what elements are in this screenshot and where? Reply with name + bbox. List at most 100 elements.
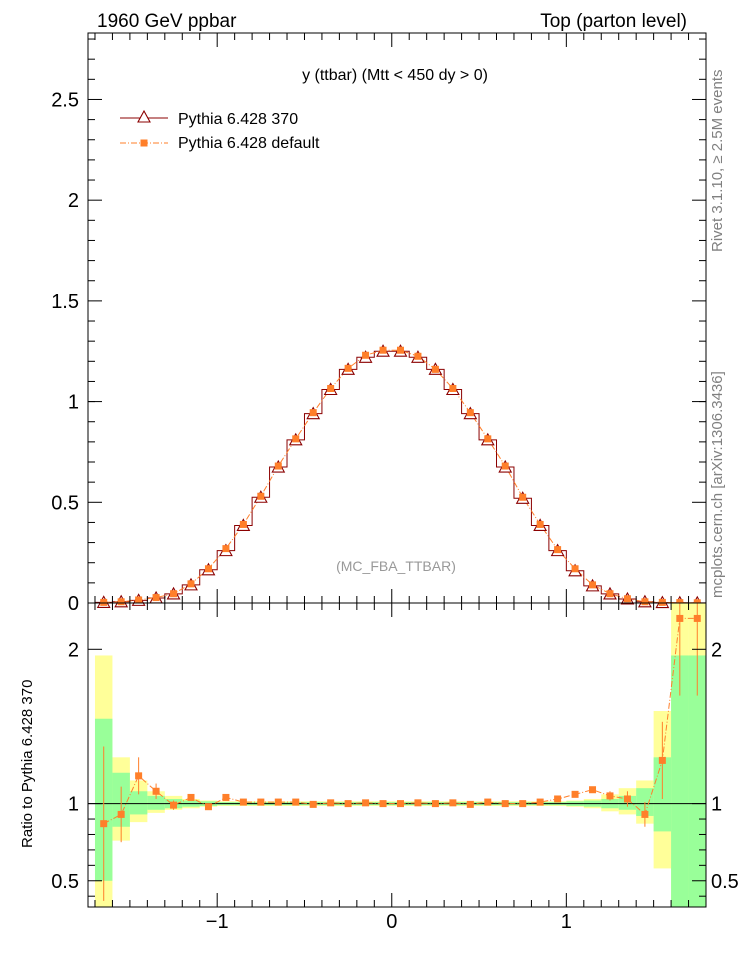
main-panel: 0 0.5 1 1.5 2 2.5 y (ttbar) (Mtt < 450 dy > 0…: [51, 32, 707, 615]
series-default-point: [501, 462, 509, 470]
ratio-frame: [87, 602, 707, 908]
series-default-point: [396, 346, 404, 354]
header-energy: 1960 GeV ppbar: [97, 11, 237, 32]
series-default-point: [239, 520, 247, 528]
ratio-default-point: [170, 801, 178, 809]
legend-label-1: Pythia 6.428 370: [178, 111, 298, 128]
series-default-point: [327, 384, 335, 392]
series-default-point: [257, 492, 265, 500]
ratio-default-point: [204, 803, 212, 811]
legend-label-2: Pythia 6.428 default: [178, 135, 320, 152]
ratio-default-point: [327, 799, 335, 807]
ratio-default-point: [135, 772, 143, 780]
ratio-default-point: [379, 800, 387, 808]
main-ticks: 0 0.5 1 1.5 2 2.5: [51, 33, 706, 615]
ratio-default-point: [152, 787, 160, 795]
header-process: Top (parton level): [540, 11, 687, 32]
ratio-default-point: [292, 798, 300, 806]
main-series-layer: [94, 344, 706, 609]
ratio-default-point: [571, 790, 579, 798]
series-default-point: [519, 493, 527, 501]
rivet-label: Rivet 3.1.10, ≥ 2.5M events: [709, 70, 726, 253]
ratio-default-point: [589, 786, 597, 794]
series-default-point: [554, 546, 562, 554]
series-default-point: [606, 590, 614, 598]
ratio-band-inner: [688, 655, 706, 907]
series-default-point: [135, 596, 143, 604]
series-default-point: [170, 590, 178, 598]
ratio-default-point: [362, 799, 370, 807]
ratio-default-point: [623, 795, 631, 803]
ratio-default-point: [309, 800, 317, 808]
ratio-ytick-label-right: 2: [711, 639, 722, 661]
series-default-point: [274, 462, 282, 470]
series-default-point: [466, 409, 474, 417]
main-title: y (ttbar) (Mtt < 450 dy > 0): [302, 67, 488, 84]
main-ytick-label: 0: [68, 593, 79, 615]
ratio-default-point: [519, 800, 527, 808]
series-default-point: [152, 594, 160, 602]
ratio-panel: 0.5 0.5 1 1 2 2 −1 0 1 Ratio to Pythia 6.428 370: [19, 602, 739, 933]
mcplots-label: mcplots.cern.ch [arXiv:1306.3436]: [709, 371, 726, 598]
series-default-point: [362, 351, 370, 359]
ratio-default-point: [501, 800, 509, 808]
series-default-point: [449, 384, 457, 392]
ratio-default-point: [257, 798, 265, 806]
series-default-point: [117, 598, 125, 606]
main-ytick-label: 1: [68, 392, 79, 414]
ratio-default-point: [222, 793, 230, 801]
ratio-default-point: [606, 792, 614, 800]
series-default-point: [204, 565, 212, 573]
series-default-point: [484, 435, 492, 443]
legend-marker-2: [140, 139, 148, 147]
ratio-ylabel: Ratio to Pythia 6.428 370: [19, 680, 36, 848]
series-default-point: [623, 595, 631, 603]
ratio-band-inner: [671, 655, 689, 907]
ratio-xtick-label: −1: [206, 911, 229, 933]
series-default-point: [100, 598, 108, 606]
series-default-point: [379, 346, 387, 354]
ratio-ytick-label-left: 0.5: [51, 871, 79, 893]
series-default-point: [222, 545, 230, 553]
series-default-point: [292, 435, 300, 443]
ratio-default-point: [536, 798, 544, 806]
ratio-default-point: [100, 820, 108, 828]
ratio-series-layer: [100, 603, 701, 901]
ratio-default-point: [187, 793, 195, 801]
ratio-default-point: [641, 810, 649, 818]
series-default-point: [431, 365, 439, 373]
ratio-default-point: [466, 800, 474, 808]
ratio-default-point: [431, 800, 439, 808]
ratio-ytick-label-right: 1: [711, 794, 722, 816]
series-default-point: [344, 364, 352, 372]
legend-marker-1: [137, 109, 151, 123]
ratio-band-inner: [147, 795, 165, 810]
main-ytick-label: 2.5: [51, 89, 79, 111]
ratio-bands: [88, 603, 706, 907]
ratio-default-point: [676, 614, 684, 622]
watermark: (MC_FBA_TTBAR): [336, 558, 456, 574]
ratio-default-point: [658, 756, 666, 764]
ratio-default-point: [484, 798, 492, 806]
series-default-point: [658, 598, 666, 606]
series-default-point: [187, 580, 195, 588]
ratio-default-point: [344, 800, 352, 808]
ratio-default-point: [274, 798, 282, 806]
ratio-xtick-label: 1: [561, 911, 572, 933]
main-ytick-label: 2: [68, 190, 79, 212]
ratio-default-point: [449, 799, 457, 807]
series-default-point: [309, 409, 317, 417]
ratio-default-point: [396, 800, 404, 808]
ratio-default-point: [554, 795, 562, 803]
series-default-point: [571, 565, 579, 573]
series-default-point: [536, 520, 544, 528]
ratio-ytick-label-right: 0.5: [711, 871, 739, 893]
series-default-point: [641, 598, 649, 606]
series-default-point: [589, 581, 597, 589]
main-ytick-label: 1.5: [51, 291, 79, 313]
ratio-xtick-label: 0: [386, 911, 397, 933]
ratio-default-point: [117, 810, 125, 818]
ratio-band-inner: [129, 791, 148, 815]
ratio-ticks: 0.5 0.5 1 1 2 2 −1 0 1: [51, 603, 739, 933]
